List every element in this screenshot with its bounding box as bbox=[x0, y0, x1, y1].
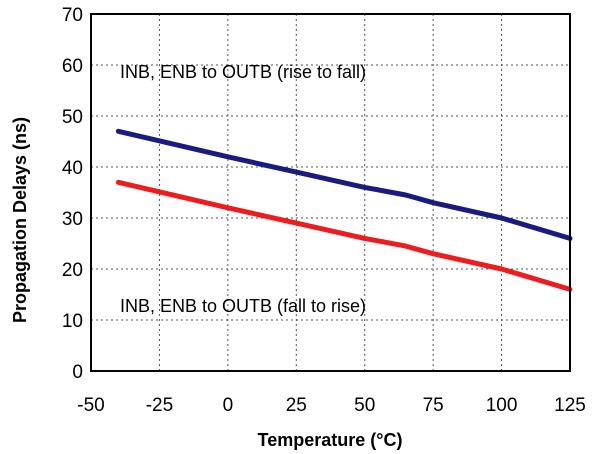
y-tick-label: 40 bbox=[62, 158, 83, 179]
series-line-rise-to-fall bbox=[115, 128, 573, 241]
x-tick-label: 25 bbox=[286, 395, 307, 416]
x-tick-labels: -50 -25 0 25 50 75 100 125 bbox=[77, 395, 586, 416]
x-tick-label: 75 bbox=[423, 395, 444, 416]
annotation-rise-to-fall: INB, ENB to OUTB (rise to fall) bbox=[120, 62, 366, 82]
series-layer bbox=[115, 128, 573, 292]
y-tick-label: 20 bbox=[62, 260, 83, 281]
x-tick-label: -50 bbox=[77, 395, 104, 416]
y-tick-label: 30 bbox=[62, 209, 83, 230]
annotation-fall-to-rise: INB, ENB to OUTB (fall to rise) bbox=[120, 296, 366, 316]
y-tick-label: 70 bbox=[62, 5, 83, 26]
x-tick-label: 125 bbox=[554, 395, 586, 416]
y-axis-title: Propagation Delays (ns) bbox=[10, 117, 30, 323]
series-line-fall-to-rise bbox=[115, 179, 573, 292]
x-tick-label: 100 bbox=[486, 395, 518, 416]
y-tick-label: 0 bbox=[72, 362, 83, 383]
x-tick-label: 0 bbox=[223, 395, 234, 416]
x-axis-title: Temperature (°C) bbox=[258, 430, 403, 450]
y-tick-label: 50 bbox=[62, 107, 83, 128]
plot-frame bbox=[90, 13, 571, 372]
x-tick-label: 50 bbox=[354, 395, 375, 416]
y-tick-labels: 0 10 20 30 40 50 60 70 bbox=[62, 5, 83, 383]
y-tick-label: 60 bbox=[62, 56, 83, 77]
x-tick-label: -25 bbox=[146, 395, 173, 416]
y-tick-label: 10 bbox=[62, 311, 83, 332]
